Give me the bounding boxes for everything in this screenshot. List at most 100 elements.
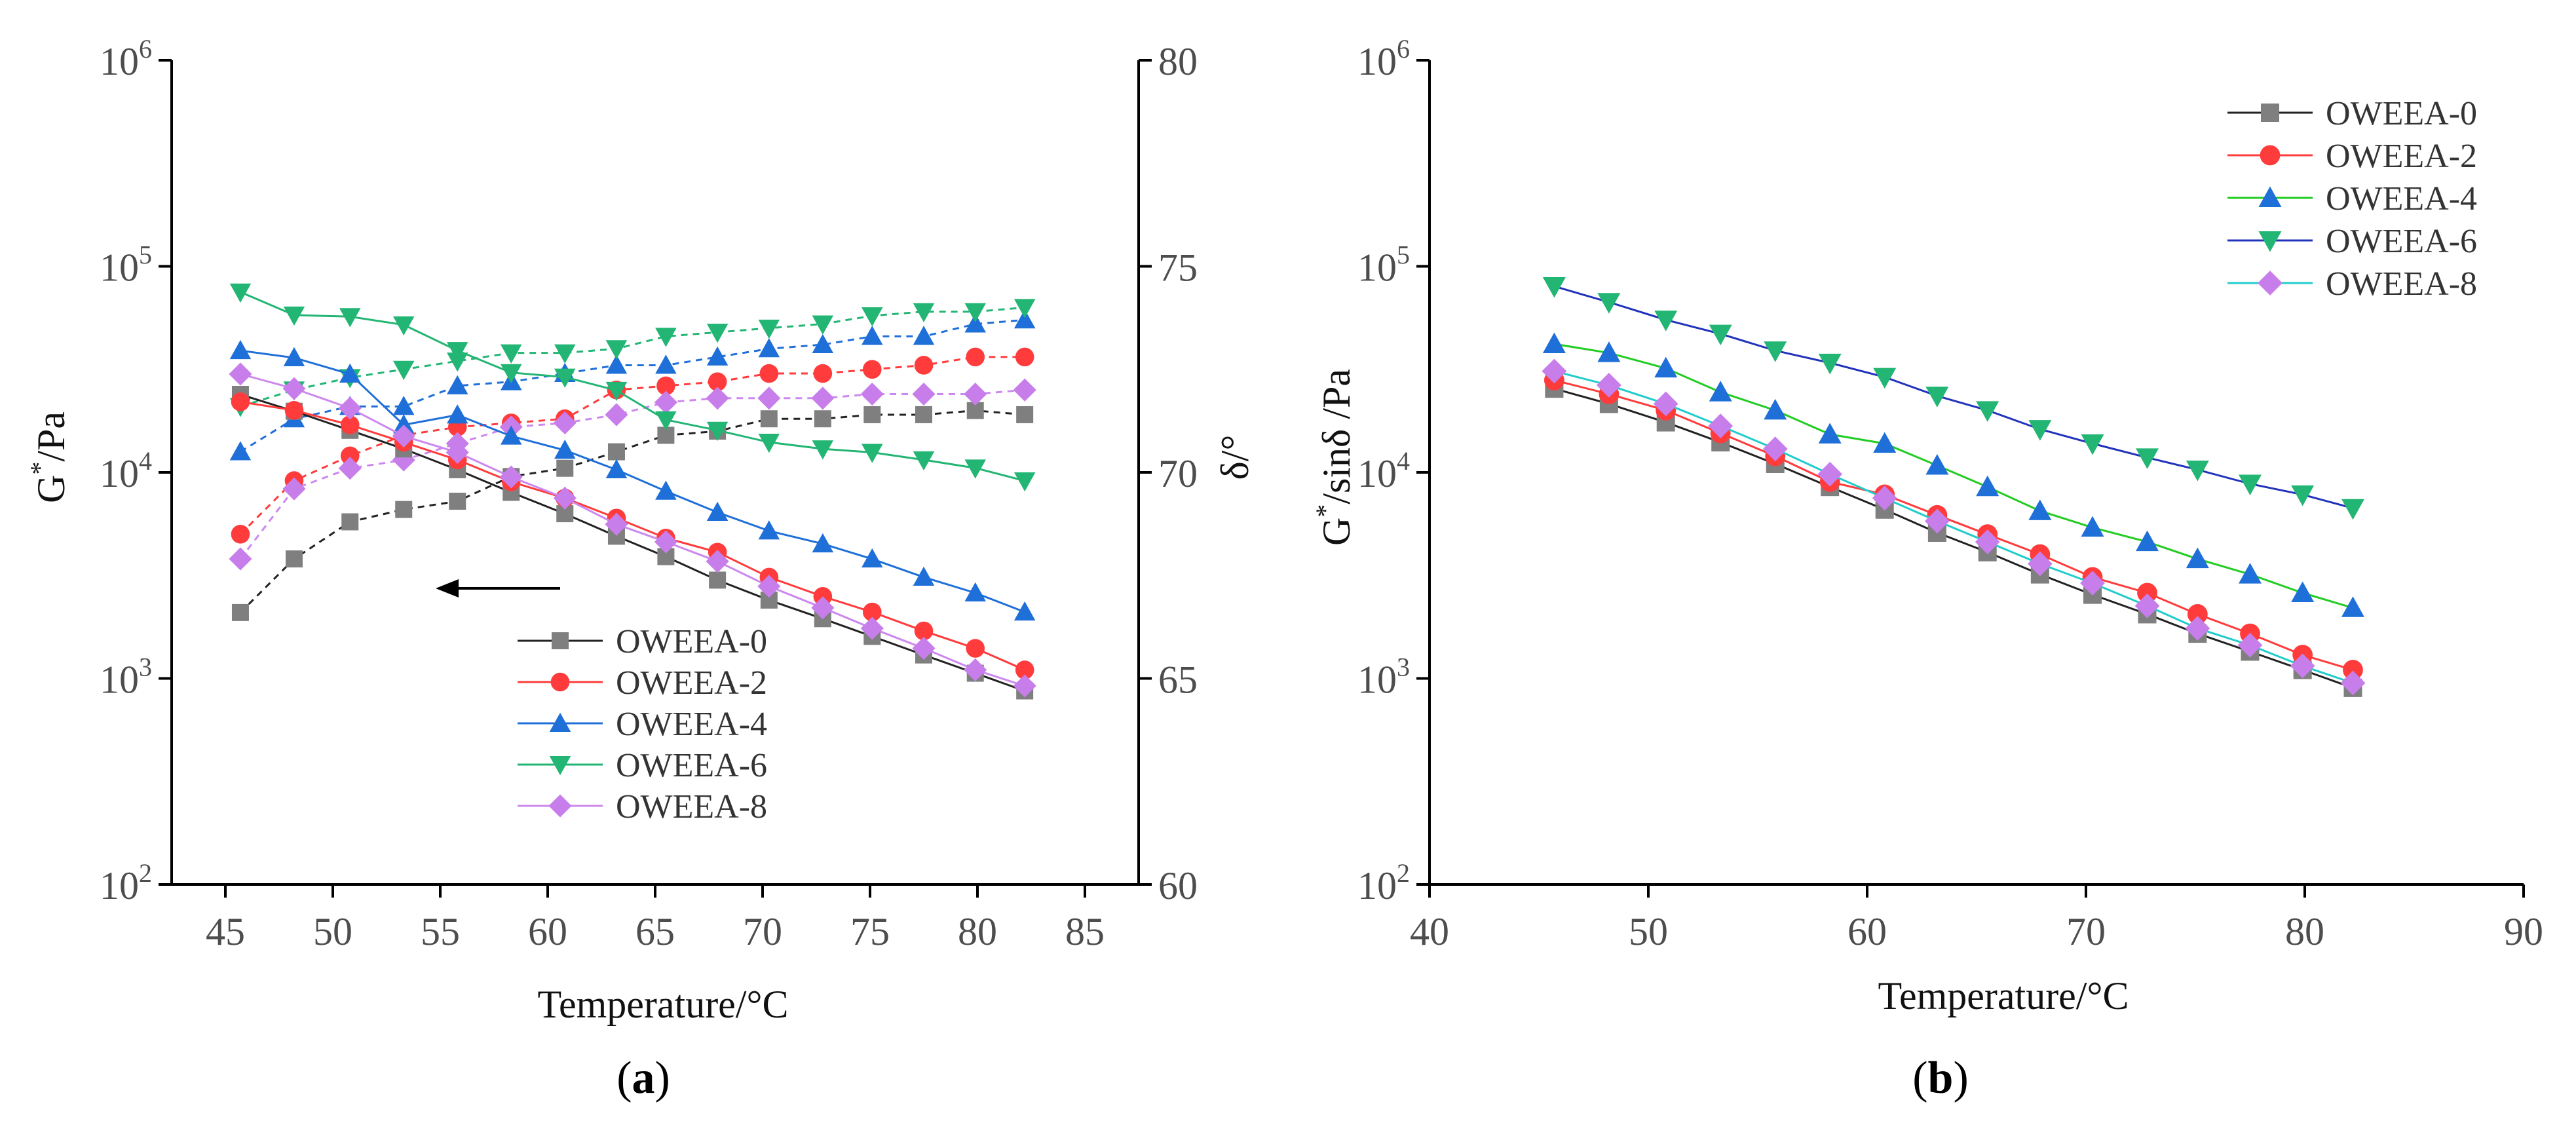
panel-b-point-oweea-4 <box>1597 341 1621 362</box>
panel-a-delta-point-oweea-4 <box>229 441 252 461</box>
panel-a-delta-point-oweea-0 <box>231 603 249 621</box>
panel-a-delta-point-oweea-0 <box>395 501 413 518</box>
panel-a-y2-tick-label: 70 <box>1158 452 1198 495</box>
panel-a-delta-point-oweea-8 <box>282 477 306 501</box>
panel-a-g-point-oweea-2 <box>340 415 360 434</box>
panel-b-point-oweea-4 <box>2239 563 2262 584</box>
panel-a-g-point-oweea-6 <box>1013 472 1036 492</box>
panel-a-y-tick-label: 105 <box>100 240 152 290</box>
panel-b-point-oweea-4 <box>2136 530 2159 552</box>
panel-a-g-point-oweea-2 <box>284 401 304 420</box>
panel-a-x-tick-label: 60 <box>528 910 567 953</box>
panel-b-x-tick-label: 70 <box>2066 910 2106 953</box>
panel-a-delta-point-oweea-2 <box>231 525 250 544</box>
panel-b-point-oweea-8 <box>2134 593 2160 618</box>
panel-b-legend-marker <box>2258 271 2282 295</box>
panel-a-delta-point-oweea-0 <box>556 459 574 477</box>
panel-a-delta-point-oweea-2 <box>759 364 779 383</box>
panel-b-point-oweea-6 <box>1976 401 1999 422</box>
panel-a-series <box>229 283 1036 700</box>
panel-a-g-line-oweea-6 <box>240 291 1025 482</box>
panel-b-point-oweea-4 <box>1925 453 1949 475</box>
panel-a-delta-point-oweea-4 <box>1013 309 1036 329</box>
panel-b-point-oweea-4 <box>2081 516 2104 537</box>
panel-b-y-axis-title: G*/sinδ /Pa <box>1310 369 1358 546</box>
panel-a-delta-point-oweea-2 <box>862 360 882 379</box>
panel-a-delta-point-oweea-6 <box>446 352 468 372</box>
panel-a-g-point-oweea-8 <box>811 596 835 620</box>
panel-b-x-tick-label: 90 <box>2504 910 2543 953</box>
panel-a-g-line-oweea-8 <box>240 373 1025 687</box>
panel-a-y-tick-label: 102 <box>100 858 152 907</box>
panel-a-g-point-oweea-6 <box>229 283 252 303</box>
panel-b-x-tick-label: 80 <box>2285 910 2324 953</box>
panel-a-g-point-oweea-4 <box>1013 601 1036 621</box>
panel-a-delta-point-oweea-0 <box>341 513 359 531</box>
panel-b-legend-label: OWEEA-8 <box>2326 265 2477 303</box>
panel-a-g-point-oweea-4 <box>913 566 935 586</box>
panel-b-point-oweea-6 <box>2136 448 2159 469</box>
panel-a-y2-tick-label: 80 <box>1158 40 1198 83</box>
panel-b-point-oweea-8 <box>1817 461 1843 487</box>
panel-a-delta-point-oweea-6 <box>706 324 729 343</box>
panel-a-delta-point-oweea-4 <box>964 313 986 333</box>
panel-a-delta-point-oweea-8 <box>811 387 835 410</box>
panel-a-legend-marker <box>552 632 569 649</box>
panel-a-g-point-oweea-6 <box>500 364 522 383</box>
panel-a-g-point-oweea-8 <box>282 377 306 400</box>
panel-b-legend-label: OWEEA-2 <box>2326 138 2477 175</box>
panel-b-legend: OWEEA-0 OWEEA-2 OWEEA-4 OWEEA-6 OWEEA-8 <box>2227 95 2477 303</box>
panel-a-g-point-oweea-4 <box>392 414 415 434</box>
panel-b-y-tick-label: 103 <box>1357 653 1410 702</box>
panel-a-y-tick-label: 104 <box>100 446 152 495</box>
panel-a-legend-label: OWEEA-2 <box>616 664 767 702</box>
panel-a-g-point-oweea-4 <box>500 425 522 445</box>
panel-b-point-oweea-4 <box>1818 423 1842 444</box>
panel-a-g-point-oweea-8 <box>229 362 252 386</box>
panel-a: 45 50 55 60 65 70 75 80 85 102 103 104 105 106 60 65 70 7… <box>25 34 1257 1103</box>
panel-b-point-oweea-6 <box>2341 499 2364 520</box>
panel-a-delta-point-oweea-6 <box>554 344 576 364</box>
panel-a-delta-point-oweea-0 <box>863 406 881 423</box>
panel-a-g-line-oweea-0 <box>240 393 1025 692</box>
panel-b-line-oweea-8 <box>1554 370 2353 684</box>
panel-a-delta-point-oweea-0 <box>915 406 932 423</box>
panel-a-delta-point-oweea-6 <box>758 319 780 339</box>
panel-a-delta-point-oweea-8 <box>605 403 628 427</box>
panel-a-g-point-oweea-6 <box>913 451 935 471</box>
panel-a-delta-point-oweea-6 <box>913 303 935 322</box>
panel-a-legend-label: OWEEA-4 <box>616 706 767 743</box>
panel-a-arrow <box>436 579 560 598</box>
panel-b-point-oweea-8 <box>1975 529 2000 554</box>
panel-a-g-point-oweea-8 <box>912 636 936 660</box>
panel-a-g-point-oweea-4 <box>554 440 576 459</box>
panel-a-delta-point-oweea-2 <box>966 347 985 367</box>
panel-a-x-tick-label: 65 <box>635 910 675 953</box>
panel-b-point-oweea-6 <box>1542 276 1566 298</box>
panel-a-right-axis-title: δ/° <box>1213 435 1257 480</box>
panel-b-point-oweea-6 <box>1709 324 1732 346</box>
panel-b-point-oweea-8 <box>1653 391 1678 417</box>
panel-b-line-oweea-2 <box>1554 379 2353 671</box>
panel-a-g-point-oweea-6 <box>758 434 780 453</box>
panel-b-point-oweea-4 <box>1709 381 1732 402</box>
panel-a-legend-marker <box>548 794 572 818</box>
panel-a-g-point-oweea-4 <box>758 520 780 540</box>
panel-b-point-oweea-4 <box>2028 499 2052 520</box>
panel-a-g-point-oweea-6 <box>964 459 986 479</box>
panel-a-delta-point-oweea-4 <box>862 326 883 345</box>
panel-b-y-tick-label: 104 <box>1357 446 1410 495</box>
panel-b-legend-marker <box>2260 145 2281 166</box>
panel-a-delta-point-oweea-6 <box>655 328 677 347</box>
panel-a-delta-line-oweea-2 <box>239 356 1025 535</box>
panel-a-g-point-oweea-4 <box>229 339 252 360</box>
panel-a-g-point-oweea-6 <box>554 368 576 388</box>
panel-b-point-oweea-6 <box>2291 485 2315 506</box>
panel-b-x-tick-label: 40 <box>1410 910 1449 953</box>
panel-a-delta-point-oweea-0 <box>760 410 778 428</box>
panel-a-delta-point-oweea-6 <box>605 340 628 360</box>
panel-b-point-oweea-6 <box>1818 353 1842 375</box>
panel-a-x-tick-label: 75 <box>850 910 890 953</box>
panel-a-g-point-oweea-2 <box>914 621 934 641</box>
